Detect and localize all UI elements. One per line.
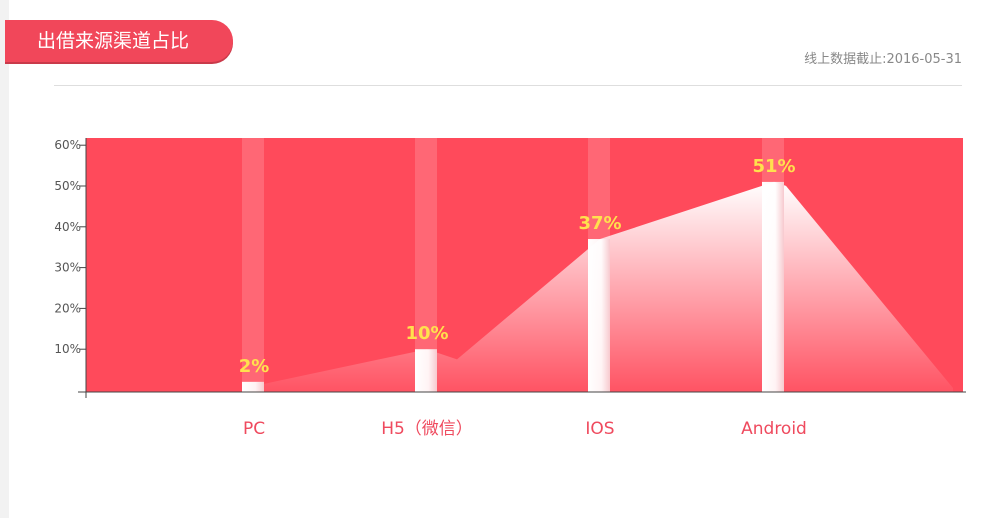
category-label: IOS <box>585 419 614 439</box>
bar-track-1 <box>242 138 264 392</box>
bar-value-label: 10% <box>405 323 448 344</box>
section-title-tab: 出借来源渠道占比 <box>5 20 233 62</box>
left-edge-strip <box>0 0 9 518</box>
bar-4 <box>762 181 784 392</box>
category-label: H5（微信） <box>381 419 473 439</box>
y-tick-label: 20% <box>54 301 81 315</box>
section-title: 出借来源渠道占比 <box>37 30 190 52</box>
y-tick-label: 50% <box>54 179 81 193</box>
y-tick-label: 10% <box>54 342 81 356</box>
bar-3 <box>588 239 610 392</box>
bar-value-label: 51% <box>752 156 795 177</box>
bar-2 <box>415 349 437 392</box>
bar-1 <box>242 381 264 392</box>
data-cutoff-date: 线上数据截止:2016-05-31 <box>804 52 962 67</box>
category-label: Android <box>741 419 807 439</box>
header-divider <box>54 85 962 86</box>
y-tick-label: 30% <box>54 261 81 275</box>
bar-value-label: 2% <box>239 356 270 377</box>
y-tick-label: 40% <box>54 220 81 234</box>
y-tick-label: 60% <box>54 138 81 152</box>
bar-track-2 <box>415 138 437 392</box>
bar-value-label: 37% <box>578 213 621 234</box>
category-label: PC <box>243 419 265 439</box>
